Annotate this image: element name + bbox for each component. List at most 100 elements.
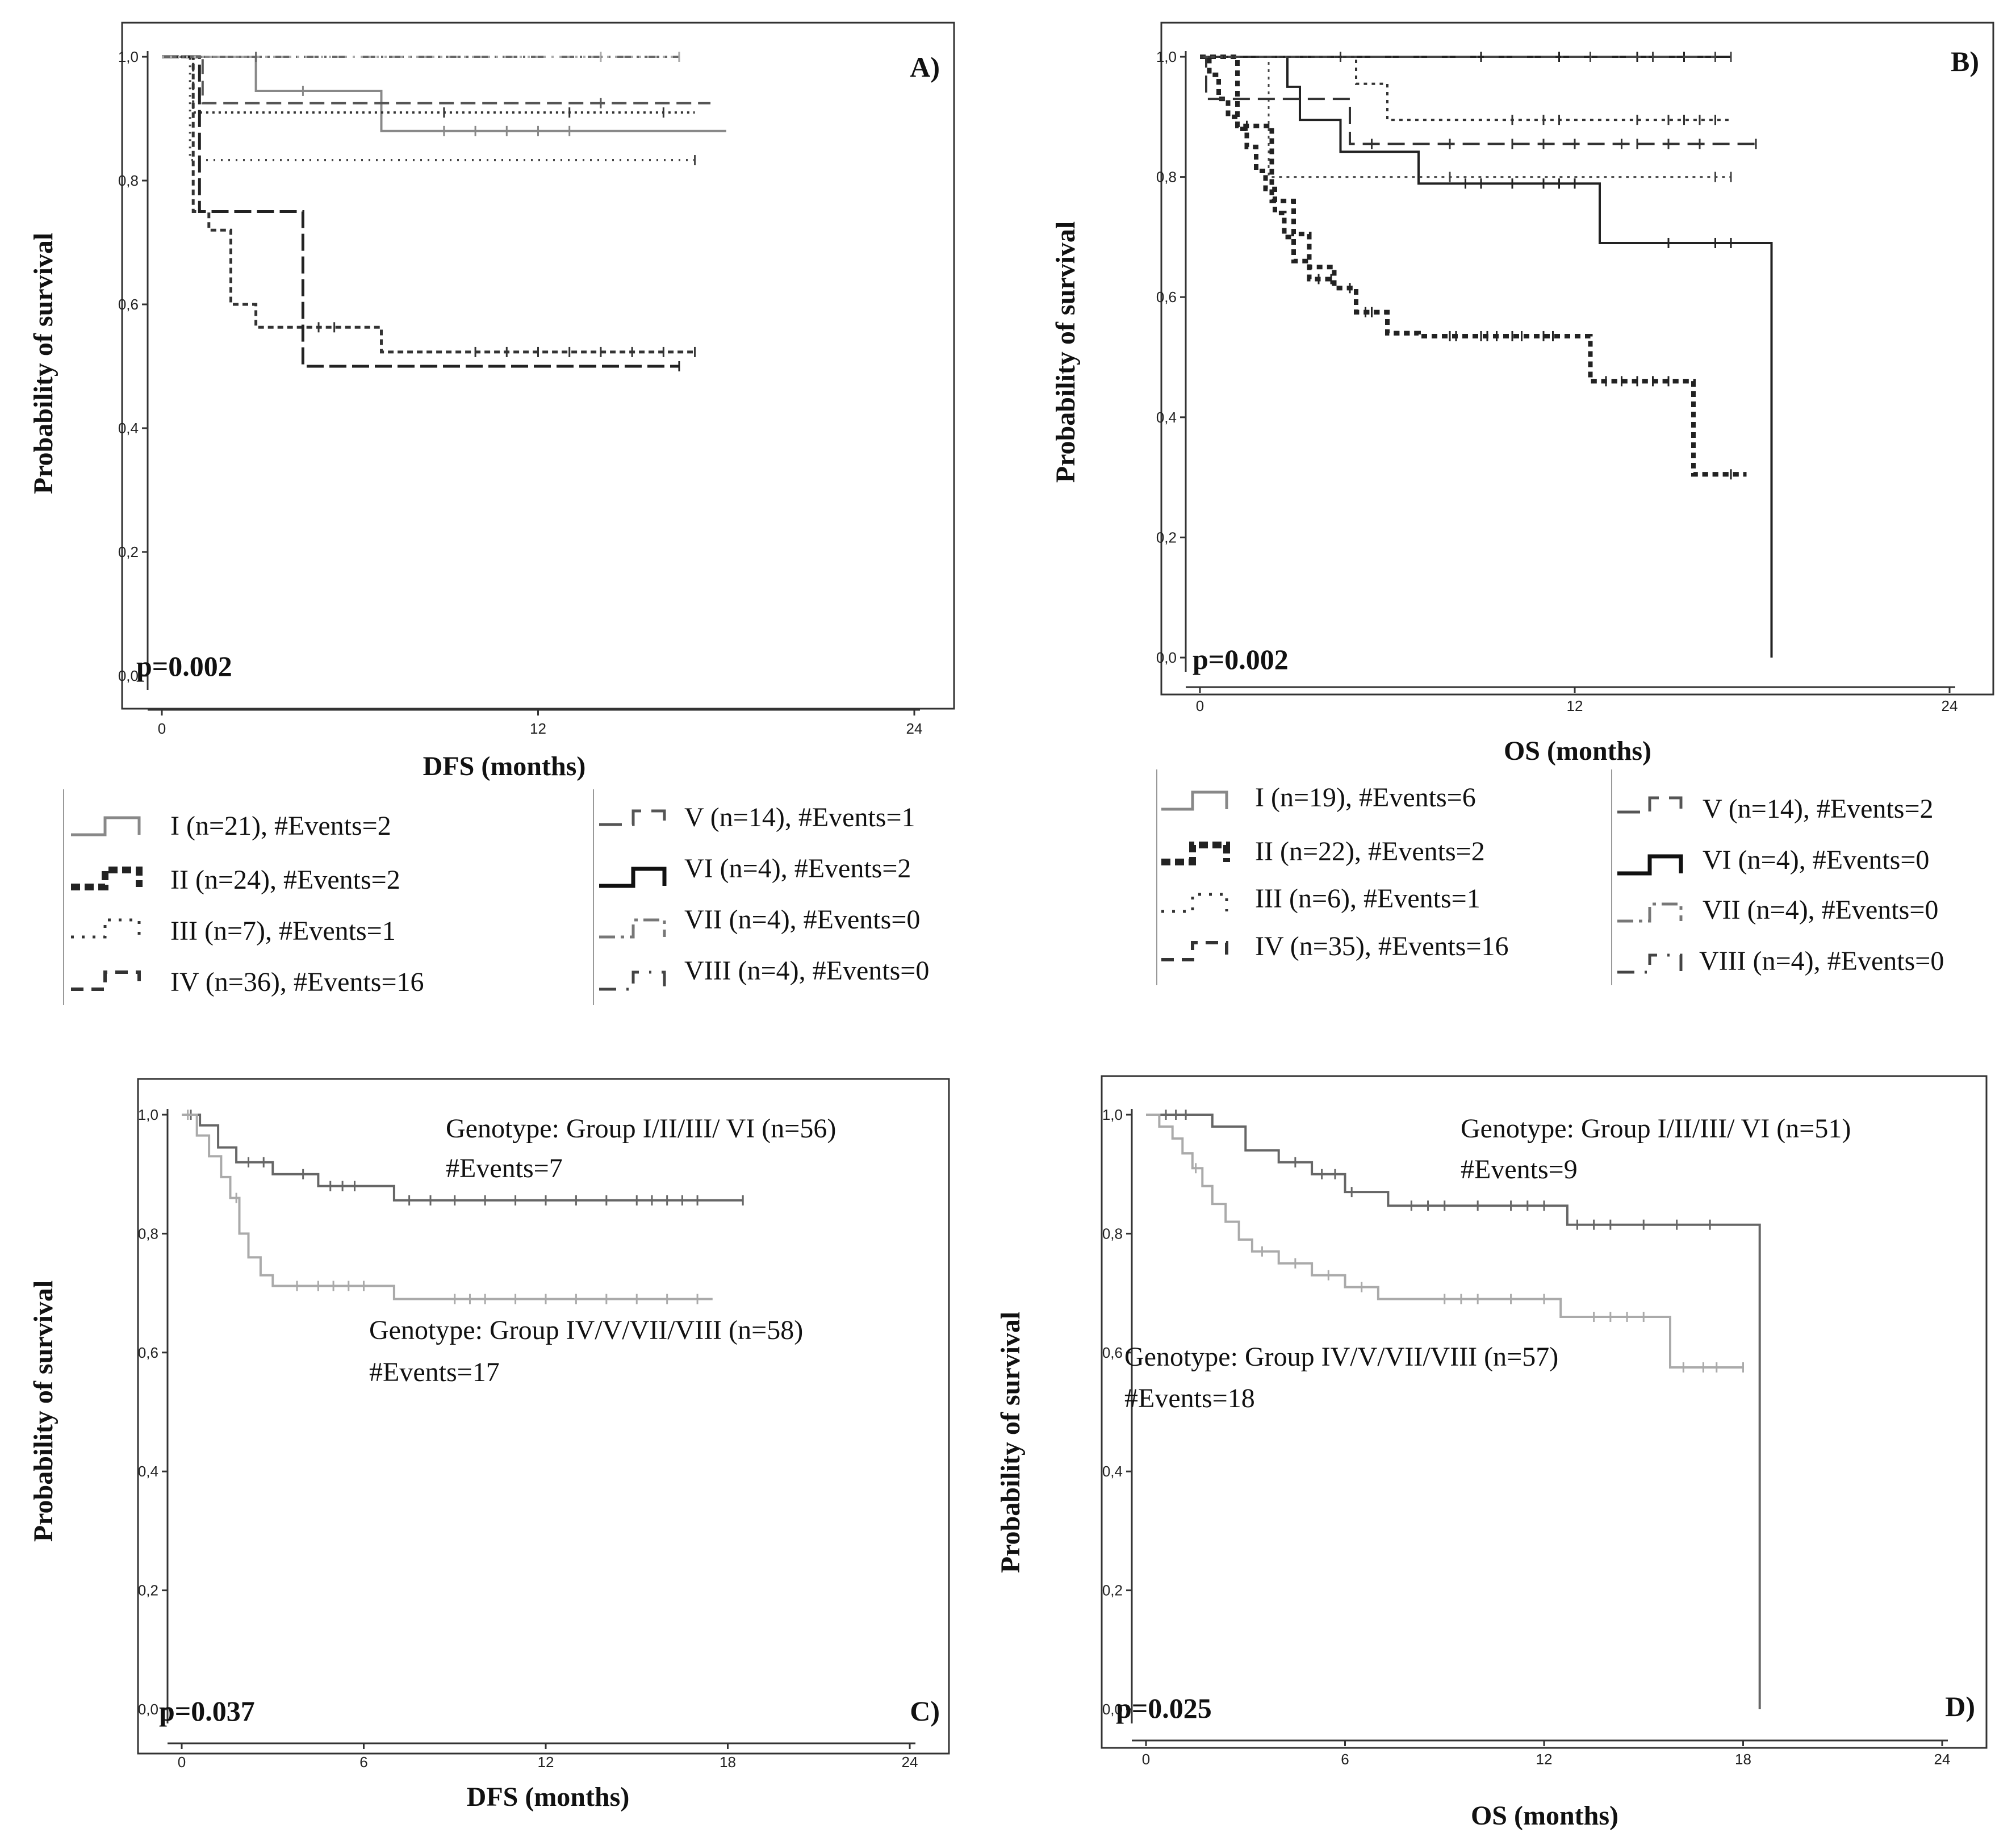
panel-a-y-tick-label: 0,6 [118, 296, 139, 313]
panel-b-series-4 [1200, 55, 1747, 477]
panel-a-legend-label-vii: VII (n=4), #Events=0 [684, 905, 920, 935]
panel-c-label: C) [910, 1695, 940, 1727]
panel-c-y-tick-label: 0,2 [138, 1582, 158, 1599]
panel-c-curves [182, 1110, 744, 1304]
panel-b-legend-entry-v: V (n=14), #Events=2 [1617, 794, 1934, 824]
panel-d-series-1 [1146, 1114, 1761, 1709]
panel-b-p-value: p=0.002 [1193, 643, 1289, 675]
panel-c-y-tick-label: 0,0 [138, 1701, 158, 1718]
panel-d-ylabel: Probability of survival [996, 1312, 1026, 1573]
panel-a-legend-label-i: I (n=21), #Events=2 [170, 811, 391, 841]
panel-a-legend-entry-v: V (n=14), #Events=1 [599, 802, 915, 832]
panel-b-legend-label-iv: IV (n=35), #Events=16 [1255, 931, 1509, 961]
panel-a-x-tick-label: 24 [906, 720, 923, 737]
panel-c-series-1 [182, 1114, 743, 1202]
panel-b-label: B) [1951, 45, 1979, 77]
panel-a-x-tick-label: 0 [158, 720, 166, 737]
panel-b-legend-label-ii: II (n=22), #Events=2 [1255, 836, 1485, 867]
panel-d-group2-events: #Events=18 [1124, 1383, 1255, 1413]
panel-a-x-tick-label: 12 [530, 720, 546, 737]
panel-c-x-tick-label: 24 [902, 1754, 918, 1771]
panel-b-xlabel: OS (months) [1504, 736, 1651, 766]
panel-d-frame [1101, 1075, 1988, 1749]
panel-b-legend: I (n=19), #Events=6 II (n=22), #Events=2… [1156, 769, 1944, 985]
panel-a-legend: I (n=21), #Events=2 II (n=24), #Events=2… [63, 789, 929, 1005]
panel-b-legend-entry-ii: II (n=22), #Events=2 [1161, 836, 1485, 867]
panel-a-legend-label-v: V (n=14), #Events=1 [684, 802, 915, 832]
panel-b-series-1 [1200, 56, 1773, 658]
panel-b-series-3 [1200, 56, 1731, 178]
panel-c-y-tick-label: 1,0 [138, 1106, 158, 1123]
panel-d-x-tick-label: 0 [1142, 1751, 1150, 1768]
panel-d-x-tick-label: 6 [1341, 1751, 1349, 1768]
panel-b-x-tick-label: 24 [1942, 697, 1958, 714]
panel-c-x-tick-label: 6 [359, 1754, 367, 1771]
panel-c-y-tick-label: 0,8 [138, 1225, 158, 1242]
panel-d-curves [1146, 1110, 1761, 1709]
panel-d-axes: 0,0 0,2 0,4 0,6 0,8 1,0 0 6 12 18 24 [1102, 1106, 1951, 1768]
panel-b-legend-entry-vii: VII (n=4), #Events=0 [1617, 895, 1938, 925]
panel-d-group1-events: #Events=9 [1461, 1154, 1578, 1185]
panel-c-p-value: p=0.037 [159, 1695, 255, 1727]
panel-c-axes: 0,0 0,2 0,4 0,6 0,8 1,0 0 6 12 18 24 [138, 1106, 918, 1771]
panel-a-legend-label-ii: II (n=24), #Events=2 [170, 865, 400, 895]
panel-a-p-value: p=0.002 [136, 650, 232, 682]
panel-a-y-tick-label: 0,2 [118, 543, 139, 560]
panel-b-legend-label-viii: VIII (n=4), #Events=0 [1699, 946, 1944, 976]
panel-a-legend-label-iv: IV (n=36), #Events=16 [170, 967, 424, 997]
panel-a-frame [121, 22, 955, 710]
panel-b-legend-entry-viii: VIII (n=4), #Events=0 [1617, 946, 1944, 976]
panel-c-y-tick-label: 0,6 [138, 1344, 158, 1361]
panel-b-legend-label-vi: VI (n=4), #Events=0 [1703, 845, 1929, 875]
panel-a-legend-entry-ii: II (n=24), #Events=2 [71, 865, 400, 895]
panel-c-y-tick-label: 0,4 [138, 1463, 158, 1480]
panel-a-xlabel: DFS (months) [423, 751, 586, 781]
panel-a-legend-entry-vii: VII (n=4), #Events=0 [599, 905, 920, 939]
panel-a-legend-label-viii: VIII (n=4), #Events=0 [684, 956, 929, 986]
panel-b-axes: 0,0 0,2 0,4 0,6 0,8 1,0 0 12 24 [1156, 48, 1958, 714]
panel-d-xlabel: OS (months) [1471, 1801, 1618, 1831]
panel-d-label: D) [1945, 1691, 1975, 1722]
panel-a-series-1 [162, 56, 726, 132]
panel-b-y-tick-label: 0,2 [1156, 529, 1177, 546]
panel-d-series-2 [1146, 1114, 1743, 1369]
panel-c-x-tick-label: 0 [178, 1754, 186, 1771]
panel-b-legend-entry-vi: VI (n=4), #Events=0 [1617, 845, 1929, 876]
panel-a-legend-entry-iv: IV (n=36), #Events=16 [71, 967, 424, 997]
panel-a-series-3 [162, 56, 695, 161]
panel-d-y-tick-label: 0,4 [1102, 1463, 1123, 1480]
panel-c-frame [137, 1078, 950, 1755]
panel-b-legend-label-i: I (n=19), #Events=6 [1255, 783, 1476, 813]
panel-b-legend-label-v: V (n=14), #Events=2 [1703, 794, 1934, 824]
panel-b-legend-entry-iv: IV (n=35), #Events=16 [1161, 931, 1509, 961]
panel-b-legend-entry-iii: III (n=6), #Events=1 [1161, 884, 1480, 914]
panel-b-legend-entry-i: I (n=19), #Events=6 [1161, 783, 1476, 813]
panel-a-series-4 [162, 55, 695, 354]
panel-c-group2-events: #Events=17 [369, 1357, 500, 1387]
panel-c-group2-title: Genotype: Group IV/V/VII/VIII (n=58) [369, 1315, 803, 1345]
panel-b-y-tick-label: 0,4 [1156, 409, 1177, 426]
panel-a-legend-label-iii: III (n=7), #Events=1 [170, 916, 396, 946]
panel-a-label: A) [910, 51, 940, 83]
panel-d-x-tick-label: 12 [1536, 1751, 1553, 1768]
panel-a-axes: 0,0 0,2 0,4 0,6 0,8 1,0 0 12 24 [118, 48, 923, 737]
panel-a-legend-entry-i: I (n=21), #Events=2 [71, 811, 391, 841]
panel-b-y-tick-label: 0,6 [1156, 288, 1177, 306]
panel-c: 0,0 0,2 0,4 0,6 0,8 1,0 0 6 12 18 24 Probability o… [28, 1078, 950, 1812]
panel-a-y-tick-label: 0,0 [118, 667, 139, 684]
panel-d-p-value: p=0.025 [1116, 1692, 1212, 1724]
panel-d-y-tick-label: 0,0 [1102, 1701, 1123, 1718]
panel-b-y-tick-label: 1,0 [1156, 48, 1177, 65]
panel-c-group1-events: #Events=7 [446, 1153, 563, 1183]
panel-a-ylabel: Probability of survival [28, 233, 58, 494]
panel-d-y-tick-label: 0,8 [1102, 1225, 1123, 1242]
panel-c-series-2 [182, 1114, 713, 1300]
panel-c-x-tick-label: 18 [720, 1754, 736, 1771]
panel-a-legend-entry-vi: VI (n=4), #Events=2 [599, 853, 911, 888]
panel-c-xlabel: DFS (months) [467, 1782, 630, 1812]
panel-a-y-tick-label: 1,0 [118, 48, 139, 65]
panel-d-y-tick-label: 0,2 [1102, 1582, 1123, 1599]
panel-a-legend-label-vi: VI (n=4), #Events=2 [684, 853, 911, 884]
panel-b-y-tick-label: 0,8 [1156, 169, 1177, 186]
